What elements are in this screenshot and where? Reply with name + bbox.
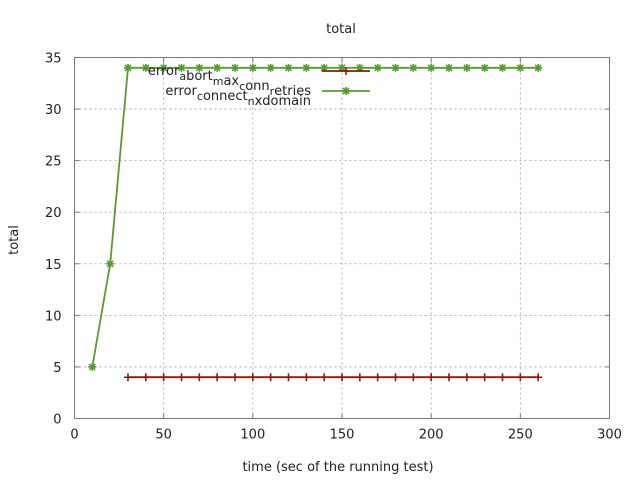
data-point (338, 63, 346, 72)
data-point (159, 63, 168, 72)
data-point (177, 373, 186, 382)
y-tick-label: 35 (45, 52, 62, 67)
data-point (445, 373, 453, 382)
chart-title: total (326, 22, 356, 37)
data-point (141, 373, 150, 382)
y-tick-label: 5 (53, 361, 61, 376)
legend-label: errorconnectnxdomain (165, 84, 311, 109)
data-point (516, 63, 525, 72)
data-point (195, 63, 204, 72)
data-point (498, 63, 507, 72)
data-point (462, 373, 471, 382)
series-layer (88, 63, 543, 382)
x-tick-label: 300 (597, 428, 622, 443)
y-tick-label: 25 (45, 155, 62, 170)
legend: errorabortmaxconnretrieserrorconnectnxdo… (148, 64, 370, 109)
data-point (355, 63, 364, 72)
x-tick-label: 150 (330, 428, 355, 443)
data-point (480, 373, 489, 382)
data-point (355, 373, 364, 382)
y-tick-label: 20 (45, 206, 62, 221)
data-point (124, 373, 132, 382)
data-point (427, 63, 436, 72)
data-point (409, 373, 418, 382)
data-point (195, 373, 204, 382)
data-point (320, 373, 329, 382)
data-point (391, 63, 400, 72)
data-point (213, 63, 222, 72)
data-point (534, 63, 543, 72)
data-point (391, 373, 400, 382)
x-tick-label: 0 (70, 428, 78, 443)
data-point (124, 63, 132, 72)
x-tick-label: 50 (155, 428, 172, 443)
data-point (177, 63, 186, 72)
data-point (231, 63, 239, 72)
data-point (409, 63, 418, 72)
data-point (248, 373, 257, 382)
data-point (427, 373, 436, 382)
data-point (266, 63, 275, 72)
data-point (106, 259, 115, 268)
legend-label: errorabortmaxconnretries (148, 64, 311, 99)
data-point (284, 373, 293, 382)
legend-swatch-marker (342, 67, 350, 75)
data-point (284, 63, 293, 72)
legend-entry: errorconnectnxdomain (165, 84, 370, 109)
x-tick-label: 250 (508, 428, 533, 443)
legend-swatch-marker (342, 87, 350, 95)
x-tick-label: 100 (240, 428, 265, 443)
grid-layer (74, 57, 610, 419)
x-tick-label: 200 (419, 428, 444, 443)
data-point (248, 63, 257, 72)
y-tick-label: 30 (45, 103, 62, 118)
data-point (480, 63, 489, 72)
data-point (159, 373, 168, 382)
data-point (373, 373, 382, 382)
data-point (302, 63, 311, 72)
data-point (320, 63, 329, 72)
data-point (373, 63, 382, 72)
series-line-1 (91, 66, 539, 368)
legend-entry: errorabortmaxconnretries (148, 64, 370, 99)
data-point (266, 373, 275, 382)
data-point (534, 373, 543, 382)
data-point (213, 373, 222, 382)
y-tick-label: 15 (45, 258, 62, 273)
data-point (231, 373, 239, 382)
data-point (462, 63, 471, 72)
data-point (88, 362, 97, 371)
y-tick-label: 10 (45, 309, 62, 324)
y-tick-label: 0 (53, 413, 61, 428)
data-point (338, 373, 346, 382)
data-point (516, 373, 525, 382)
data-point (445, 63, 453, 72)
data-point (498, 373, 507, 382)
tick-layer: 0 50 100 150 200 250 300 0 5 10 15 20 25 30 35 (45, 52, 622, 443)
y-axis-label: total (7, 225, 22, 255)
x-axis-label: time (sec of the running test) (242, 460, 433, 475)
data-point (141, 63, 150, 72)
data-point (302, 373, 311, 382)
